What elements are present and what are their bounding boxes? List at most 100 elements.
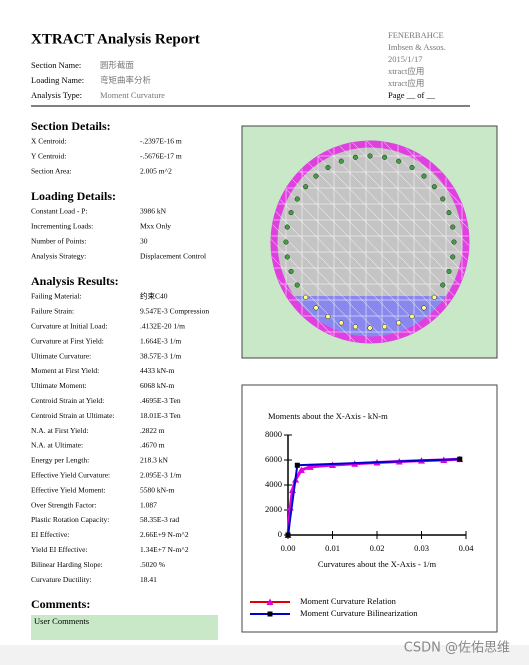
rebar	[409, 313, 415, 320]
mesh-line	[381, 141, 469, 343]
rebar	[382, 154, 388, 160]
row-value: .2822 m	[140, 426, 165, 435]
field-value: Moment Curvature	[100, 90, 165, 100]
row-label: EI Effective:	[31, 530, 69, 539]
rebar	[440, 282, 446, 288]
row-value: -.2397E-16 m	[140, 137, 182, 146]
rebar	[440, 196, 446, 202]
header-info: xtract应用	[388, 66, 424, 76]
row-value: 18.01E-3 Ten	[140, 411, 181, 420]
mesh-line	[271, 141, 391, 343]
rebar	[303, 294, 309, 300]
row-value: 1.664E-3 1/m	[140, 336, 181, 345]
row-value: 2.095E-3 1/m	[140, 471, 181, 480]
row-label: Centroid Strain at Ultimate:	[31, 411, 115, 420]
rebar	[451, 239, 457, 245]
rebar	[288, 210, 294, 216]
row-value: .4695E-3 Ten	[140, 396, 181, 405]
mesh-line	[397, 141, 469, 343]
row-label: Energy per Length:	[31, 456, 89, 465]
row-label: Effective Yield Curvature:	[31, 471, 110, 480]
row-value: 38.57E-3 1/m	[140, 351, 181, 360]
y-tick-label: 2000	[265, 504, 282, 514]
rebar	[450, 254, 456, 260]
row-value: 9.547E-3 Compression	[140, 307, 209, 316]
header-info: Imbsen & Assos.	[388, 42, 446, 52]
row-value: .5020 %	[140, 560, 165, 569]
x-axis-label: Curvatures about the X-Axis - 1/m	[318, 559, 437, 569]
row-label: Y Centroid:	[31, 152, 66, 161]
x-tick-label: 0.04	[459, 543, 475, 553]
rebar	[288, 268, 294, 274]
section-heading: Section Details:	[31, 119, 111, 133]
rebar	[367, 153, 373, 159]
row-label: Curvature at First Yield:	[31, 336, 104, 345]
rebar	[313, 305, 319, 311]
mesh-line	[271, 141, 375, 343]
section-heading: Loading Details:	[31, 189, 116, 203]
field-label: Analysis Type:	[31, 90, 82, 100]
row-label: N.A. at First Yield:	[31, 426, 88, 435]
rebar	[303, 184, 309, 190]
mesh-line	[271, 141, 469, 343]
row-value: 6068 kN-m	[140, 381, 175, 390]
rebar	[446, 210, 452, 216]
watermark: CSDN @佐佑思维	[404, 641, 510, 656]
row-value: Mxx Only	[140, 222, 171, 231]
row-value: 2.66E+9 N-m^2	[140, 530, 189, 539]
row-value: 1.087	[140, 500, 157, 509]
row-label: N.A. at Ultimate:	[31, 441, 83, 450]
row-label: Centroid Strain at Yield:	[31, 396, 104, 405]
field-label: Loading Name:	[31, 75, 84, 85]
row-label: Curvature Ductility:	[31, 575, 92, 584]
row-value: .4132E-20 1/m	[140, 322, 185, 331]
row-value: 4433 kN-m	[140, 366, 175, 375]
rebar	[313, 173, 319, 179]
marker	[297, 466, 305, 473]
legend-label: Moment Curvature Relation	[300, 596, 397, 606]
rebar	[409, 164, 415, 171]
mesh-line	[271, 141, 359, 343]
row-label: Plastic Rotation Capacity:	[31, 515, 109, 524]
rebar	[284, 224, 290, 230]
mesh-line	[317, 141, 469, 343]
x-tick-label: 0.00	[281, 543, 296, 553]
y-tick-label: 0	[278, 529, 282, 539]
rebars	[283, 153, 457, 331]
row-label: Bilinear Harding Slope:	[31, 560, 103, 569]
row-value: 5580 kN-m	[140, 485, 175, 494]
rebar	[382, 324, 388, 330]
rebar	[325, 164, 331, 171]
row-value: .4670 m	[140, 441, 165, 450]
mesh-line	[271, 141, 343, 343]
section-heading: Comments:	[31, 597, 90, 611]
footer-bar	[0, 645, 529, 665]
rebar	[421, 305, 427, 311]
comment-box	[31, 615, 218, 640]
comment-text: User Comments	[34, 616, 89, 626]
header-info: 2015/1/17	[388, 54, 422, 64]
mesh-line	[365, 141, 469, 343]
mesh-line	[271, 141, 423, 343]
rebar	[367, 325, 373, 331]
row-label: Analysis Strategy:	[31, 252, 86, 261]
row-value: 218.3 kN	[140, 456, 169, 465]
row-value: -.5676E-17 m	[140, 152, 182, 161]
legend-marker	[266, 598, 274, 605]
field-value: 弯矩曲率分析	[100, 75, 152, 85]
row-label: Over Strength Factor:	[31, 500, 96, 509]
row-value: 30	[140, 237, 148, 246]
field-label: Section Name:	[31, 60, 81, 70]
row-label: Moment at First Yield:	[31, 366, 99, 375]
rebar	[450, 224, 456, 230]
row-value: 2.005 m^2	[140, 167, 172, 176]
row-label: Ultimate Moment:	[31, 381, 87, 390]
row-label: Effective Yield Moment:	[31, 485, 106, 494]
rebar	[431, 184, 437, 190]
legend-label: Moment Curvature Bilinearization	[300, 608, 418, 618]
rebar	[352, 154, 358, 160]
x-tick-label: 0.03	[414, 543, 429, 553]
row-label: Curvature at Initial Load:	[31, 322, 107, 331]
